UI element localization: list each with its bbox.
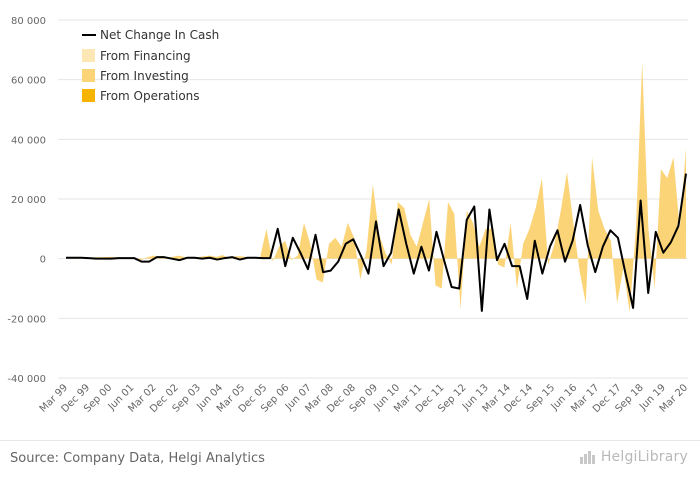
brand-logo: HelgiLibrary [579,449,688,465]
legend-label-investing: From Investing [100,69,189,83]
legend-label-operations: From Operations [100,89,200,103]
y-tick-label: 0 [40,255,46,266]
legend-swatch-financing [82,49,95,62]
y-tick-label: 40 000 [11,135,46,146]
y-tick-label: -20 000 [7,314,46,325]
legend: Net Change In Cash From Financing From I… [82,28,219,103]
source-text: Source: Company Data, Helgi Analytics [10,451,265,466]
legend-swatch-operations [82,89,95,102]
y-tick-label: 80 000 [11,16,46,27]
chart-footer: Source: Company Data, Helgi Analytics He… [0,440,700,484]
legend-label-net: Net Change In Cash [100,28,219,42]
y-axis: 80 000 60 000 40 000 20 000 0 -20 000 -40 000 [7,16,46,385]
chart-logo-icon [579,449,597,465]
legend-label-financing: From Financing [100,49,191,63]
legend-swatch-investing [82,69,95,82]
y-tick-label: 60 000 [11,76,46,87]
y-tick-label: -40 000 [7,374,46,385]
y-tick-label: 20 000 [11,195,46,206]
brand-name: HelgiLibrary [601,449,688,465]
